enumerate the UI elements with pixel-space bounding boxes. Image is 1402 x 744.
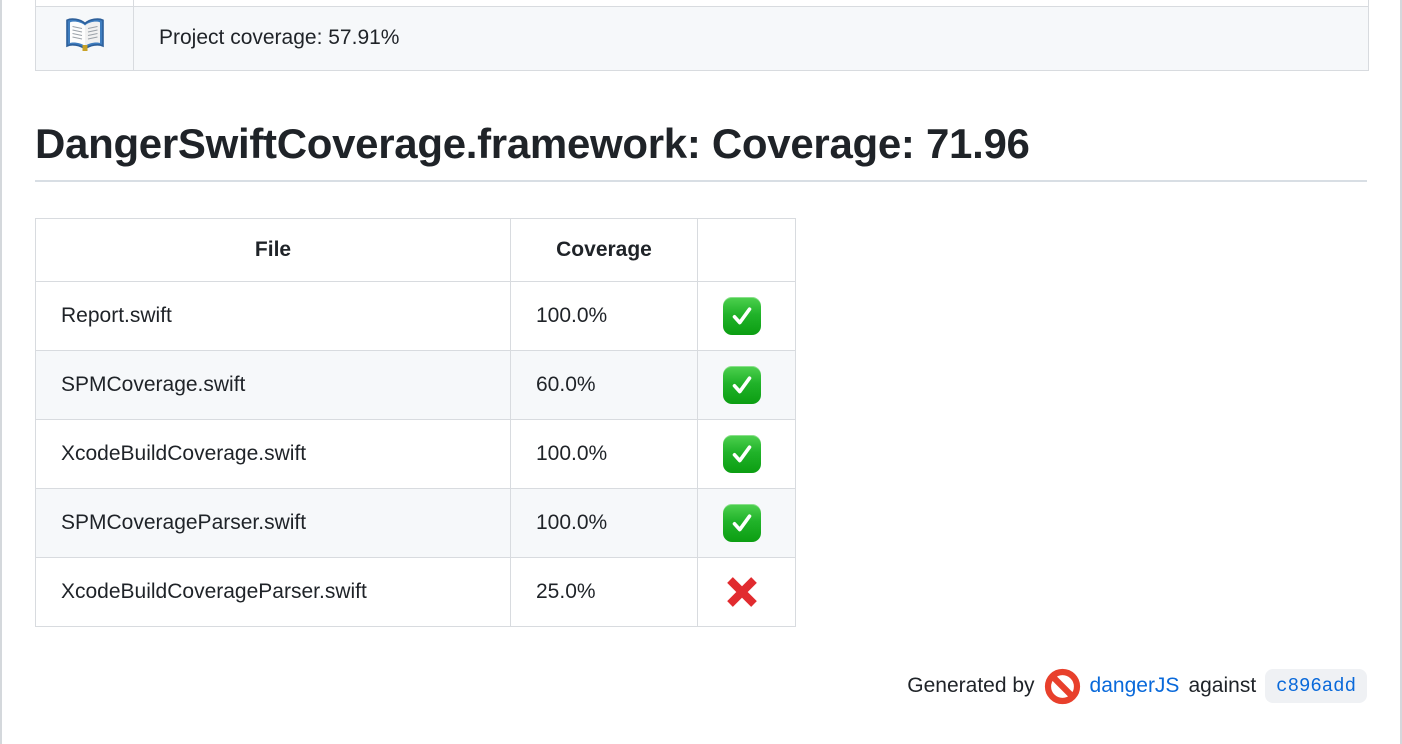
coverage-table-body: Report.swift 100.0% SPMCoverage.swift 60… bbox=[35, 280, 796, 627]
white-check-mark-icon bbox=[723, 296, 761, 335]
status-cell bbox=[697, 487, 796, 558]
white-check-mark-icon bbox=[723, 503, 761, 542]
dangerjs-link[interactable]: dangerJS bbox=[1089, 674, 1180, 697]
coverage-cell: 100.0% bbox=[510, 280, 698, 351]
coverage-table-header-row: File Coverage bbox=[35, 217, 796, 282]
status-column-header bbox=[697, 217, 796, 282]
table-row: XcodeBuildCoverage.swift 100.0% bbox=[35, 418, 796, 489]
file-cell: SPMCoverage.swift bbox=[35, 349, 511, 420]
table-row: Report.swift 100.0% bbox=[35, 280, 796, 351]
prohibited-icon bbox=[1044, 668, 1081, 705]
framework-coverage-heading: DangerSwiftCoverage.framework: Coverage:… bbox=[35, 119, 1367, 182]
table-row: SPMCoverageParser.swift 100.0% bbox=[35, 487, 796, 558]
table-row: XcodeBuildCoverageParser.swift 25.0% bbox=[35, 556, 796, 627]
coverage-cell: 100.0% bbox=[510, 418, 698, 489]
commit-hash-code[interactable]: c896add bbox=[1265, 669, 1367, 703]
project-coverage-row: Project coverage: 57.91% bbox=[35, 5, 1369, 71]
against-text: against bbox=[1188, 674, 1257, 697]
table-row: SPMCoverage.swift 60.0% bbox=[35, 349, 796, 420]
project-coverage-text: Project coverage: 57.91% bbox=[133, 5, 1369, 71]
file-cell: XcodeBuildCoverage.swift bbox=[35, 418, 511, 489]
open-book-icon bbox=[64, 17, 106, 59]
status-cell bbox=[697, 418, 796, 489]
cross-mark-icon bbox=[723, 573, 761, 611]
summary-table: Project coverage: 57.91% bbox=[35, 0, 1369, 71]
generated-by-footer: Generated by dangerJS against c896add bbox=[2, 668, 1367, 705]
coverage-table: File Coverage Report.swift 100.0% SPMCov… bbox=[35, 217, 796, 627]
status-cell bbox=[697, 349, 796, 420]
white-check-mark-icon bbox=[723, 434, 761, 473]
coverage-cell: 60.0% bbox=[510, 349, 698, 420]
file-cell: XcodeBuildCoverageParser.swift bbox=[35, 556, 511, 627]
file-cell: Report.swift bbox=[35, 280, 511, 351]
generated-by-text: Generated by bbox=[907, 674, 1035, 697]
coverage-cell: 100.0% bbox=[510, 487, 698, 558]
file-column-header: File bbox=[35, 217, 511, 282]
coverage-column-header: Coverage bbox=[510, 217, 698, 282]
file-cell: SPMCoverageParser.swift bbox=[35, 487, 511, 558]
summary-icon-cell bbox=[35, 5, 134, 71]
white-check-mark-icon bbox=[723, 365, 761, 404]
status-cell bbox=[697, 556, 796, 627]
status-cell bbox=[697, 280, 796, 351]
coverage-cell: 25.0% bbox=[510, 556, 698, 627]
